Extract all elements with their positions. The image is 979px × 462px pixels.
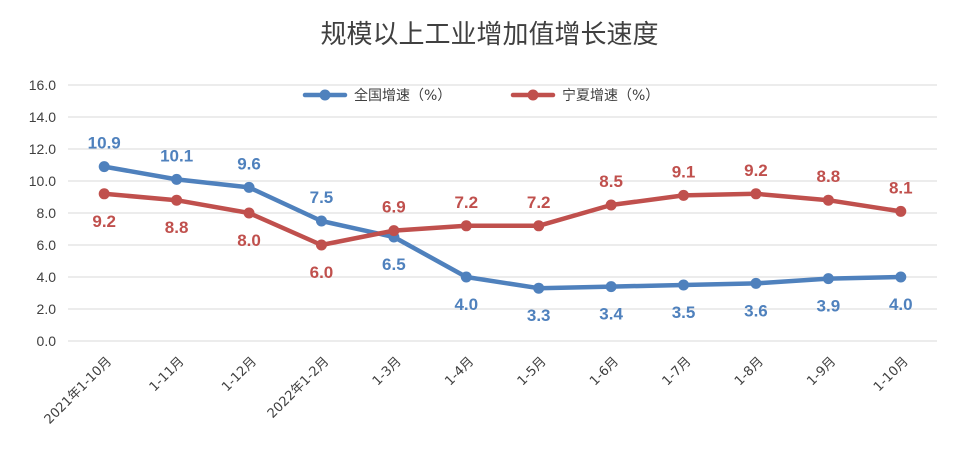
x-tick-label: 1-10月 — [871, 354, 912, 395]
data-label: 9.1 — [672, 162, 696, 181]
data-label: 10.9 — [88, 134, 121, 153]
series-line-2 — [101, 191, 904, 248]
data-label: 3.4 — [599, 305, 623, 324]
data-label: 3.3 — [527, 306, 551, 325]
x-tick-label: 1-6月 — [587, 354, 622, 389]
data-label: 8.8 — [165, 218, 189, 237]
data-point — [171, 194, 183, 206]
data-label: 4.0 — [889, 295, 913, 314]
gridlines — [68, 84, 937, 342]
data-point — [460, 271, 472, 283]
data-label: 9.2 — [744, 161, 768, 180]
data-label: 10.1 — [160, 146, 193, 165]
y-tick-label: 14.0 — [29, 109, 56, 125]
data-point — [98, 161, 110, 173]
series-points — [98, 161, 907, 294]
data-point — [533, 220, 545, 232]
data-point — [822, 194, 834, 206]
y-tick-label: 12.0 — [29, 141, 56, 157]
data-point — [750, 188, 762, 200]
series-line-1 — [101, 164, 904, 291]
legend-swatch-marker — [319, 89, 331, 101]
legend-label: 宁夏增速（%） — [562, 87, 659, 104]
x-tick-label: 1-11月 — [147, 354, 188, 395]
chart-title: 规模以上工业增加值增长速度 — [320, 20, 659, 50]
data-label: 3.9 — [817, 297, 841, 316]
y-axis-ticks: 0.0 2.0 4.0 6.0 8.0 10.0 12.0 14.0 16.0 — [29, 77, 56, 349]
x-axis-ticks: 2021年1-10月 1-11月 1-12月 2022年1-2月 1-3月 1-4月 1-5… — [42, 354, 912, 427]
data-label: 6.5 — [382, 255, 406, 274]
data-point — [678, 189, 690, 201]
data-label: 8.5 — [599, 172, 623, 191]
data-label: 4.0 — [454, 295, 478, 314]
data-point — [388, 225, 400, 237]
data-label: 6.9 — [382, 198, 406, 217]
data-point — [822, 273, 834, 285]
x-tick-label: 1-9月 — [804, 354, 839, 389]
legend: 全国增速（%） 宁夏增速（%） — [302, 87, 659, 104]
x-tick-label: 2021年1-10月 — [42, 354, 115, 427]
x-tick-label: 1-5月 — [515, 354, 550, 389]
data-point — [98, 188, 110, 200]
data-label: 7.2 — [527, 193, 551, 212]
y-tick-label: 0.0 — [37, 333, 57, 349]
data-label: 7.5 — [310, 188, 334, 207]
series-lines — [101, 164, 904, 291]
data-labels: 10.9 9.2 10.1 8.8 9.6 8.0 7.5 6.0 6.5 6.9 4.0 7.2 3.… — [88, 134, 913, 326]
x-tick-label: 1-3月 — [370, 354, 405, 389]
x-tick-label: 1-7月 — [660, 354, 695, 389]
data-label: 3.6 — [744, 301, 768, 320]
data-label: 6.0 — [310, 263, 334, 282]
data-point — [171, 173, 183, 185]
x-tick-label: 1-12月 — [219, 354, 260, 395]
data-point — [895, 205, 907, 217]
data-point — [460, 220, 472, 232]
legend-label: 全国增速（%） — [354, 87, 451, 104]
data-point — [750, 277, 762, 289]
x-tick-label: 1-4月 — [442, 354, 477, 389]
data-point — [243, 181, 255, 193]
data-label: 8.8 — [817, 167, 841, 186]
legend-swatch-marker — [527, 89, 539, 101]
data-label: 8.0 — [237, 231, 261, 250]
data-label: 9.6 — [237, 154, 261, 173]
data-point — [533, 282, 545, 294]
data-point — [605, 281, 617, 293]
y-tick-label: 16.0 — [29, 77, 56, 93]
y-tick-label: 6.0 — [37, 237, 57, 253]
data-point — [315, 215, 327, 227]
x-tick-label: 1-8月 — [732, 354, 767, 389]
data-point — [243, 207, 255, 219]
y-tick-label: 8.0 — [37, 205, 57, 221]
data-point — [605, 199, 617, 211]
data-point — [315, 239, 327, 251]
x-tick-label: 2022年1-2月 — [265, 354, 332, 421]
data-label: 9.2 — [92, 212, 116, 231]
y-tick-label: 10.0 — [29, 173, 56, 189]
data-label: 3.5 — [672, 303, 696, 322]
y-tick-label: 4.0 — [37, 269, 57, 285]
data-label: 7.2 — [454, 193, 478, 212]
data-point — [895, 271, 907, 283]
y-tick-label: 2.0 — [37, 301, 57, 317]
data-label: 8.1 — [889, 178, 913, 197]
data-point — [678, 279, 690, 291]
